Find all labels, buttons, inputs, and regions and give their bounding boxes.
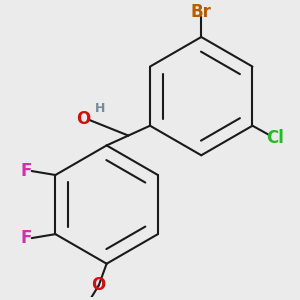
Text: H: H bbox=[94, 103, 105, 116]
Text: Br: Br bbox=[191, 3, 212, 21]
Text: F: F bbox=[20, 229, 32, 247]
Text: Cl: Cl bbox=[266, 128, 284, 146]
Text: O: O bbox=[76, 110, 90, 128]
Text: F: F bbox=[20, 162, 32, 180]
Text: O: O bbox=[92, 276, 106, 294]
